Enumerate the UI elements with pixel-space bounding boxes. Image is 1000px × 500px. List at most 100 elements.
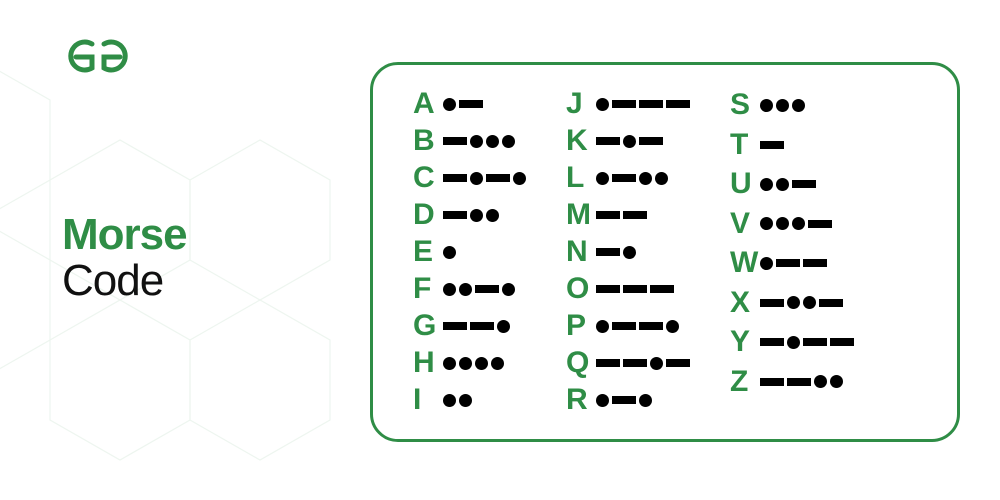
morse-sequence bbox=[443, 246, 456, 259]
morse-chart-panel: ABCDEFGHIJKLMNOPQRSTUVWXYZ bbox=[370, 62, 960, 442]
morse-row: Q bbox=[566, 346, 690, 380]
dot-icon bbox=[650, 357, 663, 370]
morse-letter: D bbox=[413, 198, 435, 232]
dot-icon bbox=[443, 246, 456, 259]
morse-letter: J bbox=[566, 87, 588, 121]
title-line-1: Morse bbox=[62, 210, 187, 260]
dot-icon bbox=[596, 320, 609, 333]
morse-row: W bbox=[730, 245, 854, 282]
dash-icon bbox=[443, 322, 467, 330]
dot-icon bbox=[760, 257, 773, 270]
morse-row: R bbox=[566, 383, 690, 417]
morse-sequence bbox=[596, 285, 674, 293]
morse-sequence bbox=[596, 246, 636, 259]
dash-icon bbox=[666, 100, 690, 108]
dash-icon bbox=[776, 259, 800, 267]
dot-icon bbox=[470, 172, 483, 185]
morse-letter: K bbox=[566, 124, 588, 158]
morse-letter: L bbox=[566, 161, 588, 195]
dash-icon bbox=[443, 211, 467, 219]
dot-icon bbox=[443, 98, 456, 111]
dot-icon bbox=[623, 246, 636, 259]
dot-icon bbox=[596, 98, 609, 111]
morse-sequence bbox=[760, 336, 854, 349]
morse-row: P bbox=[566, 309, 690, 343]
morse-sequence bbox=[760, 217, 832, 230]
morse-sequence bbox=[760, 99, 805, 112]
dash-icon bbox=[612, 174, 636, 182]
morse-letter: M bbox=[566, 198, 588, 232]
dot-icon bbox=[443, 357, 456, 370]
morse-letter: Y bbox=[730, 325, 752, 359]
morse-letter: Q bbox=[566, 346, 588, 380]
morse-letter: O bbox=[566, 272, 588, 306]
dash-icon bbox=[760, 141, 784, 149]
morse-row: C bbox=[413, 161, 526, 195]
dot-icon bbox=[459, 357, 472, 370]
morse-sequence bbox=[596, 394, 652, 407]
dot-icon bbox=[803, 296, 816, 309]
dash-icon bbox=[475, 285, 499, 293]
morse-sequence bbox=[596, 172, 668, 185]
morse-row: S bbox=[730, 87, 854, 124]
morse-letter: T bbox=[730, 128, 752, 162]
dot-icon bbox=[596, 172, 609, 185]
dash-icon bbox=[792, 180, 816, 188]
morse-row: L bbox=[566, 161, 690, 195]
page-title: Morse Code bbox=[62, 210, 187, 306]
morse-sequence bbox=[596, 320, 679, 333]
dot-icon bbox=[639, 394, 652, 407]
dot-icon bbox=[776, 217, 789, 230]
morse-sequence bbox=[443, 135, 515, 148]
dash-icon bbox=[612, 100, 636, 108]
brand-logo bbox=[62, 38, 134, 79]
dash-icon bbox=[596, 285, 620, 293]
dash-icon bbox=[470, 322, 494, 330]
dash-icon bbox=[596, 137, 620, 145]
morse-letter: X bbox=[730, 286, 752, 320]
dot-icon bbox=[486, 135, 499, 148]
dash-icon bbox=[639, 322, 663, 330]
title-line-2: Code bbox=[62, 256, 187, 306]
morse-letter: H bbox=[413, 346, 435, 380]
morse-row: G bbox=[413, 309, 526, 343]
morse-letter: V bbox=[730, 207, 752, 241]
dot-icon bbox=[830, 375, 843, 388]
dot-icon bbox=[470, 135, 483, 148]
dash-icon bbox=[803, 259, 827, 267]
morse-letter: R bbox=[566, 383, 588, 417]
dash-icon bbox=[459, 100, 483, 108]
morse-sequence bbox=[443, 357, 504, 370]
dot-icon bbox=[513, 172, 526, 185]
morse-column: JKLMNOPQR bbox=[566, 87, 690, 417]
dot-icon bbox=[443, 394, 456, 407]
morse-sequence bbox=[443, 283, 515, 296]
morse-sequence bbox=[443, 394, 472, 407]
dot-icon bbox=[814, 375, 827, 388]
dot-icon bbox=[776, 178, 789, 191]
dot-icon bbox=[655, 172, 668, 185]
morse-letter: G bbox=[413, 309, 435, 343]
morse-column: STUVWXYZ bbox=[730, 87, 854, 417]
morse-letter: F bbox=[413, 272, 435, 306]
morse-letter: S bbox=[730, 88, 752, 122]
morse-letter: N bbox=[566, 235, 588, 269]
morse-sequence bbox=[443, 98, 483, 111]
morse-row: T bbox=[730, 127, 854, 164]
dash-icon bbox=[808, 220, 832, 228]
morse-row: V bbox=[730, 206, 854, 243]
dash-icon bbox=[760, 338, 784, 346]
dot-icon bbox=[443, 283, 456, 296]
dot-icon bbox=[760, 99, 773, 112]
dash-icon bbox=[486, 174, 510, 182]
morse-row: K bbox=[566, 124, 690, 158]
morse-letter: A bbox=[413, 87, 435, 121]
dot-icon bbox=[491, 357, 504, 370]
dot-icon bbox=[502, 135, 515, 148]
morse-row: U bbox=[730, 166, 854, 203]
dash-icon bbox=[443, 137, 467, 145]
morse-letter: B bbox=[413, 124, 435, 158]
morse-letter: C bbox=[413, 161, 435, 195]
dash-icon bbox=[596, 211, 620, 219]
morse-letter: W bbox=[730, 246, 752, 280]
